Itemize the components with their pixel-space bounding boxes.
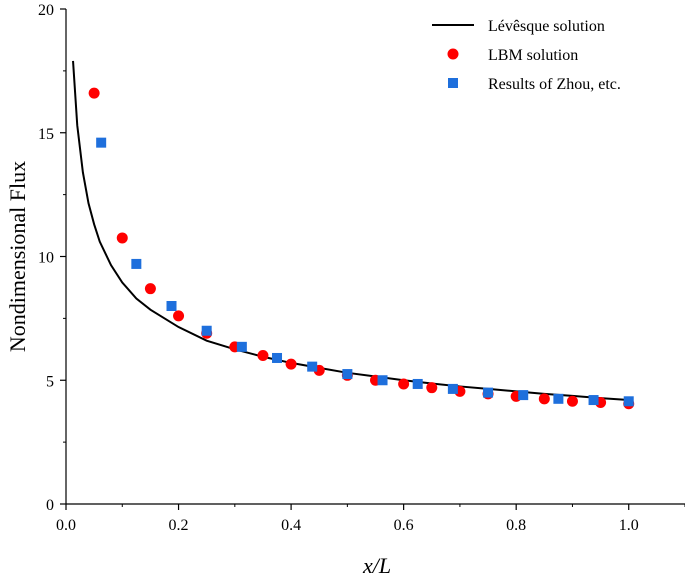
lbm-point [88,87,100,99]
zhou-point [201,325,212,336]
y-axis-title: Nondimensional Flux [5,161,30,352]
zhou-point [272,352,283,363]
legend-swatch-zhou [448,78,458,88]
zhou-point [588,395,599,406]
plot-area [72,60,635,410]
y-tick-label: 0 [46,497,54,514]
zhou-point [131,258,142,269]
zhou-point [553,393,564,404]
series-line-levesque [72,60,629,402]
lbm-point [116,232,128,244]
x-tick-label: 0.6 [394,517,414,534]
x-tick-label: 1.0 [619,517,639,534]
y-tick-label: 5 [46,373,54,390]
lbm-point [285,358,297,370]
legend-label-levesque: Lévêsque solution [488,18,605,35]
zhou-point [518,390,529,401]
x-tick-label: 0.2 [169,517,189,534]
lbm-point [398,378,410,390]
lbm-point [426,382,438,394]
legend: Lévêsque solution LBM solution Results o… [432,18,621,93]
zhou-point [96,137,107,148]
lbm-point [144,283,156,295]
zhou-point [412,378,423,389]
legend-label-lbm: LBM solution [488,47,578,64]
zhou-point [307,361,318,372]
y-tick-label: 20 [38,2,54,19]
legend-label-zhou: Results of Zhou, etc. [488,76,621,93]
zhou-point [342,369,353,380]
x-axis-title: x/L [362,553,391,578]
x-tick-label: 0.0 [56,517,76,534]
zhou-point [623,396,634,407]
zhou-point [377,375,388,386]
x-tick-label: 0.8 [506,517,526,534]
zhou-point [447,383,458,394]
zhou-point [483,387,494,398]
legend-swatch-lbm [447,48,459,60]
y-tick-label: 15 [38,126,54,143]
x-tick-label: 0.4 [281,517,301,534]
lbm-point [173,310,185,322]
lbm-point [538,393,550,405]
y-tick-label: 10 [38,250,54,267]
y-ticks: 0 5 10 15 20 [38,2,66,514]
lbm-point [566,395,578,407]
x-ticks: 0.0 0.2 0.4 0.6 0.8 1.0 [56,504,685,534]
lbm-point [257,350,269,361]
zhou-point [166,301,177,311]
zhou-point [236,341,247,352]
